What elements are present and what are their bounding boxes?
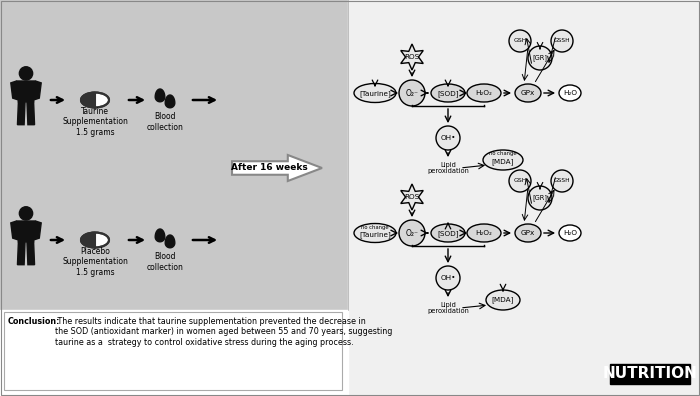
Bar [0,0,348,310]
Text: NUTRITION: NUTRITION [603,367,697,381]
Polygon shape [10,81,18,100]
Text: O₂⁻: O₂⁻ [405,228,419,238]
Text: GSH: GSH [513,38,526,44]
Polygon shape [81,232,95,248]
Text: Lipid
peroxidation: Lipid peroxidation [427,162,469,175]
Text: no change: no change [361,225,388,230]
Text: GSSH: GSSH [554,38,570,44]
Text: GPx: GPx [521,230,535,236]
Text: Placebo
Supplementation
1.5 grams: Placebo Supplementation 1.5 grams [62,247,128,277]
Ellipse shape [515,224,541,242]
Text: OH•: OH• [440,135,456,141]
Text: ROS: ROS [405,194,419,200]
Text: OH•: OH• [440,275,456,281]
Text: Conclusion:: Conclusion: [8,317,60,326]
Polygon shape [17,221,36,242]
Polygon shape [34,221,41,240]
Bar [348,0,700,396]
Circle shape [399,80,425,106]
Ellipse shape [515,84,541,102]
Text: GPx: GPx [521,90,535,96]
Polygon shape [27,242,34,265]
Circle shape [509,30,531,52]
Circle shape [509,170,531,192]
Polygon shape [18,242,25,265]
Polygon shape [232,155,322,181]
Polygon shape [400,44,424,70]
Bar [610,364,690,384]
Ellipse shape [559,225,581,241]
Circle shape [399,220,425,246]
Circle shape [436,126,460,150]
Text: [Taurine]: [Taurine] [359,91,391,97]
Polygon shape [18,102,25,125]
Polygon shape [165,235,175,248]
Text: [MDA]: [MDA] [492,159,514,166]
Circle shape [20,207,33,220]
Text: Taurine
Supplementation
1.5 grams: Taurine Supplementation 1.5 grams [62,107,128,137]
Text: H₂O₂: H₂O₂ [475,90,492,96]
Polygon shape [17,81,36,102]
Text: Blood
collection: Blood collection [146,252,183,272]
Text: [Taurine]: [Taurine] [359,232,391,238]
Ellipse shape [486,290,520,310]
Ellipse shape [354,84,396,103]
Text: Blood
collection: Blood collection [146,112,183,132]
Ellipse shape [483,150,523,170]
Polygon shape [81,93,95,107]
Circle shape [20,67,33,80]
Text: H₂O₂: H₂O₂ [475,230,492,236]
Ellipse shape [81,232,109,248]
Bar [0,310,348,396]
Ellipse shape [81,93,109,107]
Text: O₂⁻: O₂⁻ [405,88,419,97]
Text: ROS: ROS [405,54,419,60]
Polygon shape [155,229,164,242]
Polygon shape [155,89,164,102]
Text: The results indicate that taurine supplementation prevented the decrease in
the : The results indicate that taurine supple… [55,317,393,347]
Ellipse shape [354,223,396,242]
Text: no change: no change [489,152,517,156]
Polygon shape [27,102,34,125]
Text: [GR]: [GR] [533,55,547,61]
Polygon shape [165,95,175,108]
Ellipse shape [467,84,501,102]
Text: GSSH: GSSH [554,179,570,183]
Text: After 16 weeks: After 16 weeks [232,164,308,173]
Polygon shape [10,221,18,240]
Polygon shape [400,184,424,210]
Polygon shape [34,81,41,100]
Circle shape [551,170,573,192]
Ellipse shape [559,85,581,101]
Text: [SOD]: [SOD] [438,230,458,237]
Ellipse shape [467,224,501,242]
Circle shape [551,30,573,52]
Bar [4,312,342,390]
Circle shape [528,46,552,70]
Text: [GR]: [GR] [533,194,547,202]
Text: [MDA]: [MDA] [492,297,514,303]
Text: H₂O: H₂O [563,230,577,236]
Circle shape [436,266,460,290]
Ellipse shape [431,224,465,242]
Text: [SOD]: [SOD] [438,91,458,97]
Text: GSH: GSH [513,179,526,183]
Circle shape [528,186,552,210]
Text: Lipid
peroxidation: Lipid peroxidation [427,301,469,314]
Ellipse shape [431,84,465,102]
Text: H₂O: H₂O [563,90,577,96]
